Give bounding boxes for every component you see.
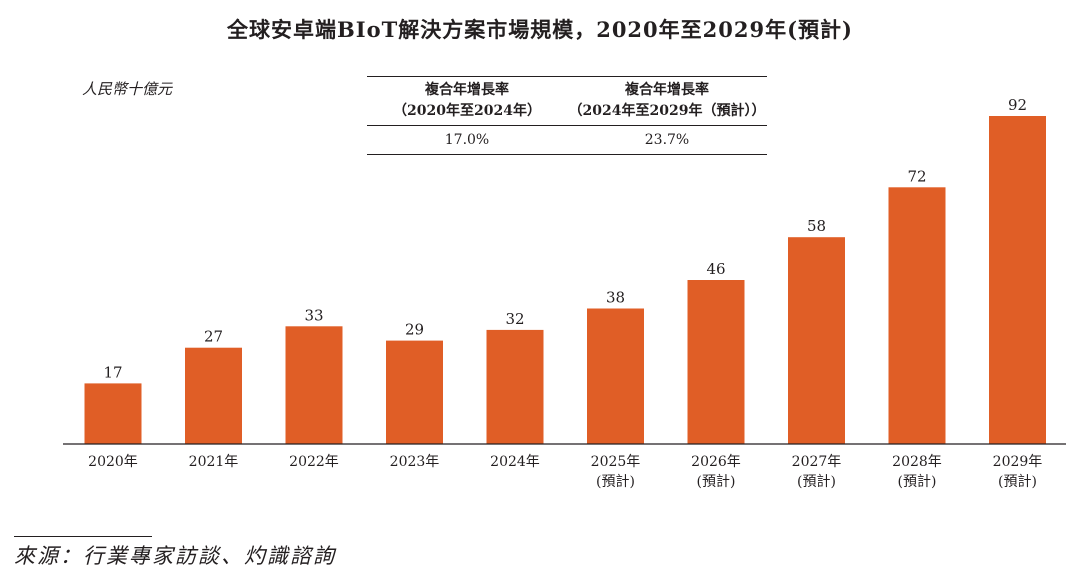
- value-label: 46: [706, 260, 725, 278]
- bar-2020年: [84, 383, 142, 444]
- x-tick-label: 2024年: [490, 454, 540, 470]
- x-tick-label: 2026年: [691, 454, 741, 470]
- x-tick-label: 2022年: [289, 454, 339, 470]
- bar-2024年: [486, 329, 544, 444]
- value-labels-layer: 17 27 33 29 32 38 46 58 72 92: [103, 96, 1027, 381]
- bar-2023年: [386, 340, 443, 444]
- bar-2021年: [185, 347, 242, 444]
- x-tick-note: (預計): [998, 474, 1037, 490]
- cagr-header-2020-2024: 複合年增長率 （2020年至2024年）: [367, 76, 567, 126]
- x-tick-label: 2025年: [591, 454, 641, 470]
- x-tick-label: 2027年: [792, 454, 842, 470]
- x-tick-note: (預計): [898, 474, 937, 490]
- bar-2028年: [888, 187, 946, 445]
- cagr-value-2024-2029: 23.7%: [567, 125, 767, 155]
- chart-title: 全球安卓端BIoT解決方案市場規模，2020年至2029年(預計): [227, 17, 853, 42]
- source-note: 來源：行業專家訪談、灼識諮詢: [14, 544, 336, 568]
- value-label: 17: [103, 363, 122, 381]
- cagr-header-row: 複合年增長率 （2020年至2024年） 複合年增長率 （2024年至2029年…: [367, 76, 767, 126]
- cagr-value-row: 17.0% 23.7%: [367, 125, 767, 155]
- x-tick-label: 2028年: [892, 454, 942, 470]
- bar-2029年: [989, 116, 1046, 444]
- cagr-header-2024-2029-line2: （2024年至2029年（預計））: [568, 103, 766, 119]
- value-label: 38: [606, 289, 625, 307]
- value-label: 29: [405, 321, 424, 339]
- cagr-header-2020-2024-line2: （2020年至2024年）: [393, 103, 541, 119]
- bar-2025年: [587, 308, 644, 444]
- cagr-header-2024-2029: 複合年增長率 （2024年至2029年（預計））: [567, 76, 767, 126]
- value-label: 72: [907, 167, 926, 185]
- x-tick-labels-layer: 2020年 2021年 2022年 2023年 2024年 2025年 (預計) 2026年 (…: [88, 454, 1042, 490]
- x-tick-note: (預計): [596, 474, 635, 490]
- bar-2022年: [285, 326, 343, 444]
- value-label: 58: [807, 217, 826, 235]
- source-divider: [14, 536, 152, 537]
- cagr-table: 複合年增長率 （2020年至2024年） 複合年增長率 （2024年至2029年…: [367, 76, 767, 155]
- value-label: 32: [505, 310, 524, 328]
- bar-2026年: [687, 280, 745, 444]
- cagr-header-2020-2024-line1: 複合年增長率: [425, 82, 509, 98]
- bars-layer: [84, 116, 1046, 445]
- x-tick-label: 2020年: [88, 454, 138, 470]
- x-tick-note: (預計): [697, 474, 736, 490]
- cagr-value-2020-2024: 17.0%: [367, 125, 567, 155]
- x-tick-label: 2029年: [993, 454, 1043, 470]
- x-tick-label: 2023年: [390, 454, 440, 470]
- y-axis-unit-label: 人民幣十億元: [82, 80, 173, 98]
- value-label: 33: [304, 306, 323, 324]
- bar-2027年: [788, 237, 845, 444]
- x-tick-label: 2021年: [189, 454, 239, 470]
- cagr-header-2024-2029-line1: 複合年增長率: [625, 82, 709, 98]
- x-tick-note: (預計): [797, 474, 836, 490]
- value-label: 92: [1008, 96, 1027, 114]
- value-label: 27: [204, 328, 223, 346]
